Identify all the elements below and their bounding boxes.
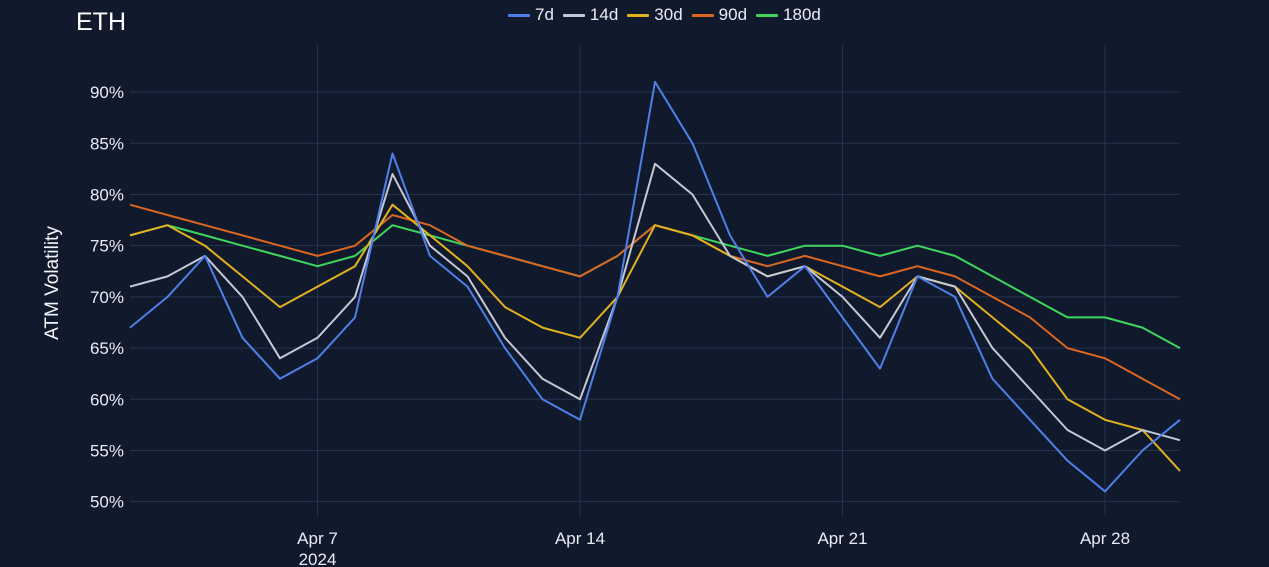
legend-label: 14d [589, 5, 619, 24]
legend: 7d 14d 30d 90d 180d [508, 4, 821, 26]
x-tick-label: Apr 7 [297, 529, 338, 548]
legend-item-14d[interactable]: 14d [562, 5, 619, 25]
legend-item-7d[interactable]: 7d [508, 5, 554, 25]
legend-swatch [562, 13, 585, 17]
x-tick-label: Apr 28 [1080, 529, 1130, 548]
y-tick-label: 60% [90, 390, 124, 409]
legend-label: 90d [718, 5, 748, 24]
series-line-30d [129, 203, 1181, 472]
chart-title: ETH [76, 8, 126, 36]
legend-item-90d[interactable]: 90d [691, 5, 748, 25]
x-tick-label: Apr 14 [555, 529, 605, 548]
y-tick-label: 70% [90, 288, 124, 307]
x-tick-label: Apr 21 [817, 529, 867, 548]
y-tick-label: 65% [90, 339, 124, 358]
legend-swatch [627, 13, 650, 17]
y-tick-label: 80% [90, 185, 124, 204]
y-tick-label: 85% [90, 134, 124, 153]
legend-item-180d[interactable]: 180d [756, 5, 821, 25]
legend-label: 30d [654, 5, 683, 24]
y-tick-label: 90% [90, 83, 124, 102]
series-line-180d [129, 224, 1181, 349]
y-tick-label: 75% [90, 237, 124, 256]
legend-swatch [756, 13, 779, 17]
series-line-7d [129, 80, 1181, 493]
legend-swatch [508, 13, 530, 17]
y-tick-label: 55% [90, 441, 124, 460]
legend-item-30d[interactable]: 30d [627, 5, 683, 25]
legend-label: 7d [535, 5, 554, 24]
legend-label: 180d [783, 5, 821, 24]
legend-swatch [691, 13, 714, 17]
y-tick-label: 50% [90, 493, 124, 512]
series-line-14d [129, 162, 1181, 452]
x-tick-sublabel: 2024 [299, 550, 337, 567]
